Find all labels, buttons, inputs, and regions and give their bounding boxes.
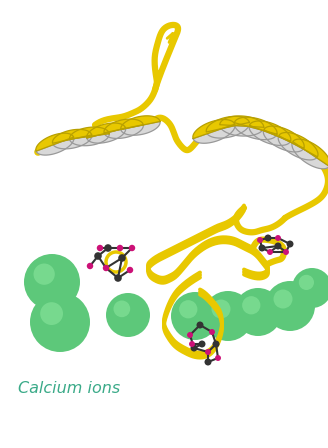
Circle shape xyxy=(257,237,263,243)
Polygon shape xyxy=(278,136,318,160)
Circle shape xyxy=(267,249,273,255)
Circle shape xyxy=(33,263,55,285)
Circle shape xyxy=(87,263,93,269)
Circle shape xyxy=(212,300,231,319)
Circle shape xyxy=(274,289,293,309)
Text: Calcium ions: Calcium ions xyxy=(18,381,120,396)
Polygon shape xyxy=(264,126,304,148)
Polygon shape xyxy=(193,120,235,138)
Circle shape xyxy=(258,245,265,251)
Polygon shape xyxy=(121,121,160,135)
Circle shape xyxy=(205,349,211,355)
Polygon shape xyxy=(193,124,235,143)
Circle shape xyxy=(189,341,195,347)
Circle shape xyxy=(198,340,206,348)
Circle shape xyxy=(196,322,203,328)
Polygon shape xyxy=(104,119,143,133)
Polygon shape xyxy=(206,116,249,132)
Circle shape xyxy=(204,358,212,366)
Polygon shape xyxy=(249,125,291,146)
Polygon shape xyxy=(87,123,126,138)
Polygon shape xyxy=(87,128,126,143)
Polygon shape xyxy=(235,117,277,134)
Circle shape xyxy=(114,274,122,282)
Polygon shape xyxy=(293,139,328,166)
Circle shape xyxy=(117,245,123,251)
Circle shape xyxy=(215,355,221,361)
Circle shape xyxy=(171,292,219,340)
Polygon shape xyxy=(263,130,304,152)
Polygon shape xyxy=(220,125,264,136)
Circle shape xyxy=(30,292,90,352)
Polygon shape xyxy=(36,133,73,151)
Circle shape xyxy=(127,267,133,273)
Polygon shape xyxy=(36,137,74,155)
Circle shape xyxy=(265,281,315,331)
Circle shape xyxy=(264,234,272,241)
Circle shape xyxy=(283,249,289,255)
Circle shape xyxy=(104,244,112,252)
Polygon shape xyxy=(234,123,277,140)
Circle shape xyxy=(299,275,314,290)
Circle shape xyxy=(213,340,219,348)
Circle shape xyxy=(292,268,328,308)
Circle shape xyxy=(97,245,103,251)
Polygon shape xyxy=(121,116,160,129)
Circle shape xyxy=(191,345,197,352)
Circle shape xyxy=(242,296,260,314)
Circle shape xyxy=(106,293,150,337)
Circle shape xyxy=(286,241,294,247)
Polygon shape xyxy=(104,125,143,138)
Polygon shape xyxy=(279,133,318,157)
Circle shape xyxy=(103,265,109,271)
Polygon shape xyxy=(52,135,92,149)
Circle shape xyxy=(275,235,281,241)
Polygon shape xyxy=(70,127,109,139)
Polygon shape xyxy=(249,121,291,141)
Polygon shape xyxy=(52,129,92,143)
Circle shape xyxy=(187,332,193,338)
Circle shape xyxy=(129,245,135,251)
Polygon shape xyxy=(206,122,249,138)
Circle shape xyxy=(24,254,80,310)
Circle shape xyxy=(94,252,102,260)
Circle shape xyxy=(113,301,130,317)
Circle shape xyxy=(40,302,63,325)
Circle shape xyxy=(203,291,253,341)
Polygon shape xyxy=(292,142,328,169)
Polygon shape xyxy=(220,116,264,127)
Circle shape xyxy=(209,329,215,335)
Circle shape xyxy=(234,288,282,336)
Circle shape xyxy=(179,300,197,319)
Circle shape xyxy=(118,254,126,262)
Circle shape xyxy=(275,242,281,250)
Polygon shape xyxy=(70,134,109,146)
